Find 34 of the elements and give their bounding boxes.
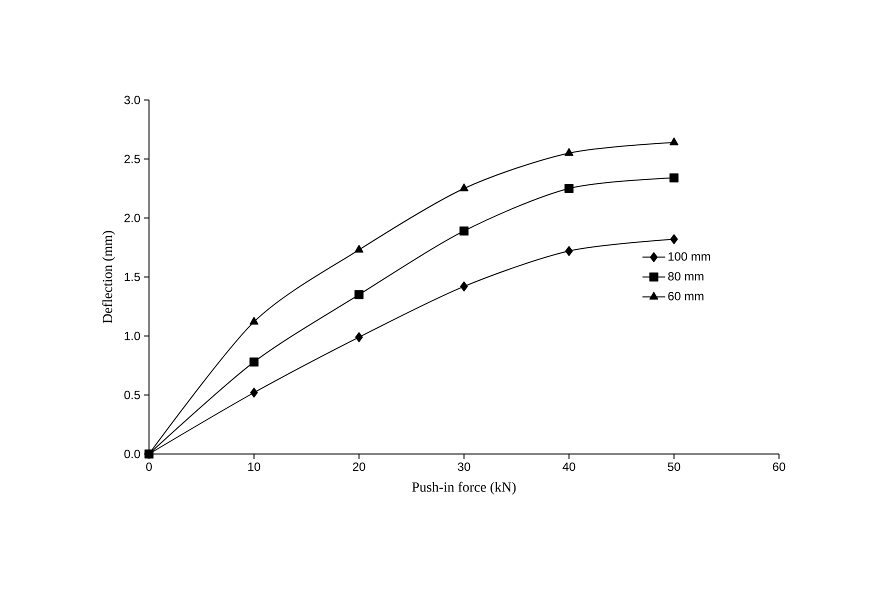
y-tick-label: 1.5	[124, 272, 140, 282]
x-tick-label: 60	[772, 462, 786, 471]
point	[670, 234, 678, 244]
point	[564, 148, 574, 156]
point	[250, 316, 258, 325]
point	[250, 357, 259, 366]
y-tick-label: 0.0	[124, 450, 140, 458]
y-tick-label: 2.5	[124, 154, 140, 164]
x-tick-label: 40	[562, 462, 576, 471]
y-axis-title: Deflection (mm)	[102, 230, 116, 324]
legend-label: 100 mm	[668, 252, 710, 261]
legend-label: 80 mm	[668, 272, 704, 281]
point	[354, 244, 364, 253]
y-tick-label: 0.5	[124, 390, 140, 400]
y-tick-label: 3.0	[124, 96, 140, 104]
y-tick-label: 1.0	[124, 332, 140, 340]
x-tick-label: 0	[146, 462, 152, 471]
x-tick-label: 10	[248, 462, 260, 471]
point	[460, 281, 468, 292]
point	[250, 388, 258, 398]
point	[460, 226, 469, 236]
point	[670, 137, 678, 146]
x-tick-label: 30	[458, 462, 470, 471]
y-tick-label: 2.0	[124, 214, 140, 222]
point	[460, 183, 468, 192]
x-tick-label: 50	[668, 462, 680, 471]
x-tick-label: 20	[352, 462, 366, 471]
point	[565, 246, 573, 256]
point	[564, 184, 574, 193]
x-axis-title: Push-in force (kN)	[412, 482, 516, 495]
legend-label: 60 mm	[668, 292, 704, 300]
point	[355, 332, 363, 342]
point	[670, 173, 679, 182]
point	[354, 290, 364, 300]
